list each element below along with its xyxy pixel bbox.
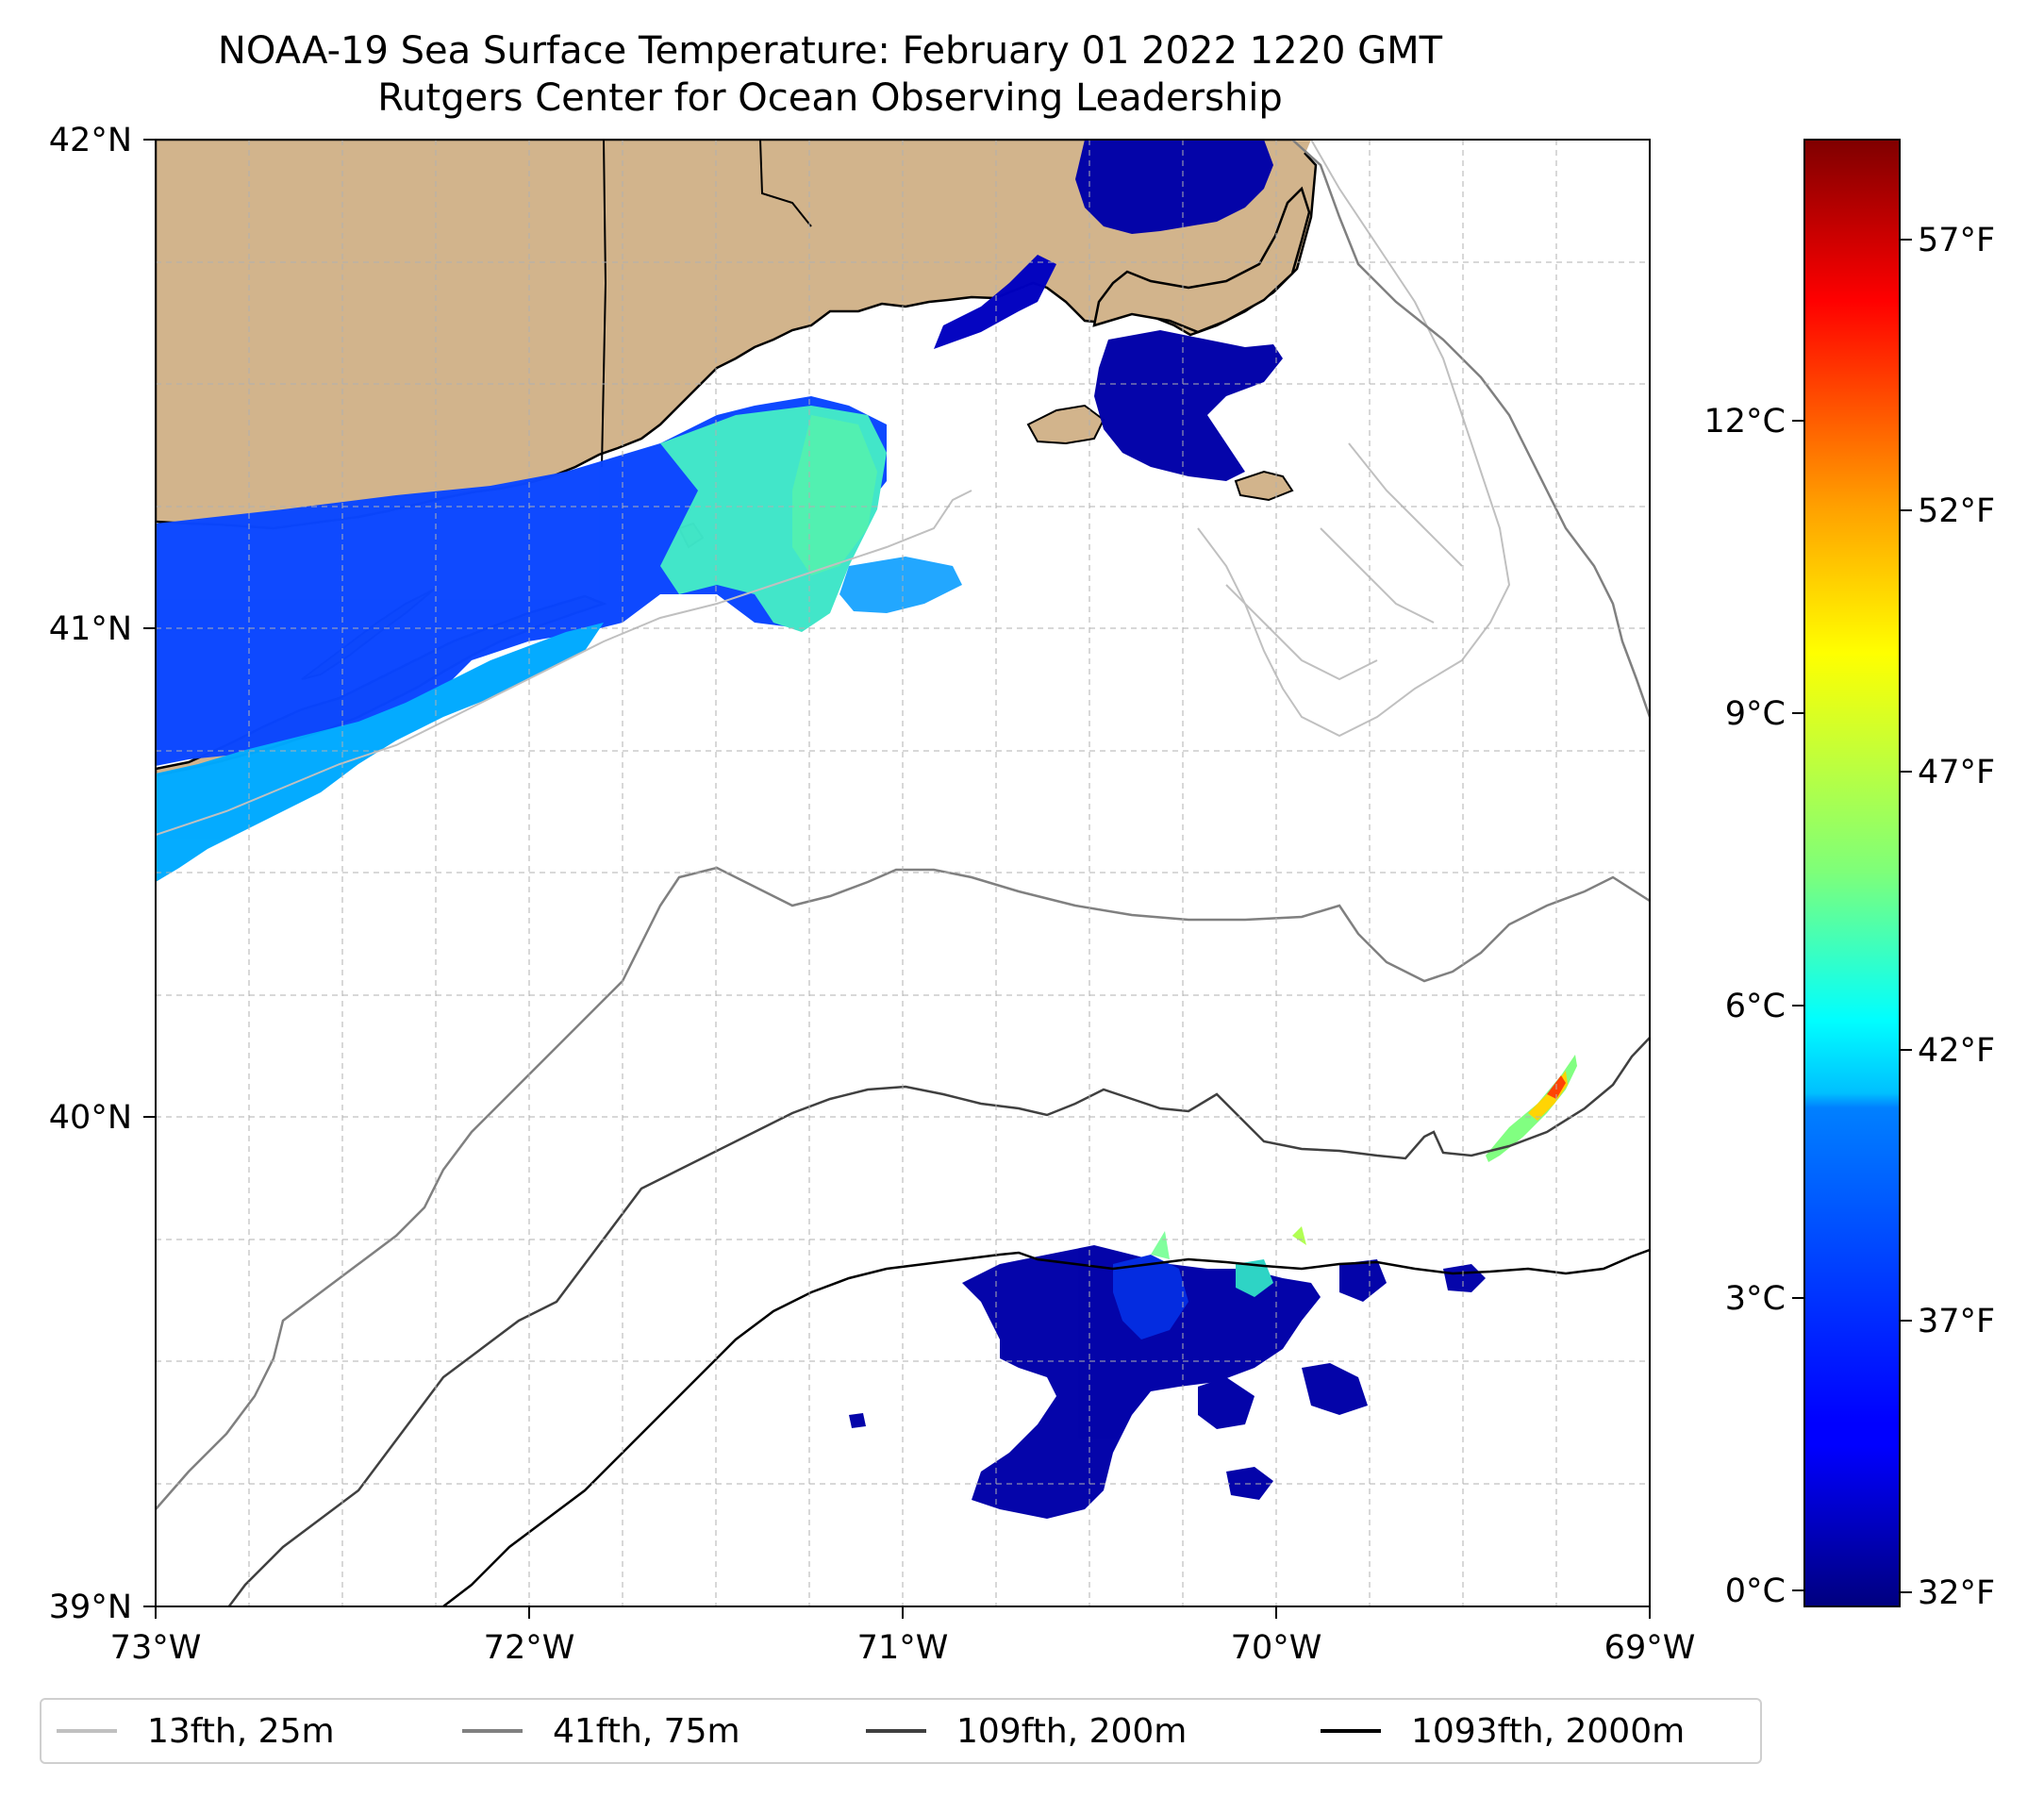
colorbar-fahrenheit-label: 47°F — [1918, 754, 1995, 791]
lat-tick-label: 39°N — [49, 1589, 132, 1626]
lon-tick-label: 72°W — [484, 1629, 575, 1667]
colorbar-fahrenheit-label: 57°F — [1918, 222, 1995, 259]
colorbar: 12°C 9°C 6°C 3°C 0°C 57°F 52°F 47°F 42°F… — [1704, 139, 1995, 1612]
state-border-ct-ri — [601, 140, 607, 468]
colorbar-fahrenheit-label: 52°F — [1918, 492, 1995, 530]
gridlines — [156, 140, 1650, 1606]
colorbar-celsius-label: 12°C — [1704, 403, 1786, 441]
colorbar-fahrenheit-label: 37°F — [1918, 1303, 1995, 1340]
legend-line-icon — [866, 1729, 926, 1733]
colorbar-celsius-label: 6°C — [1725, 988, 1786, 1025]
lat-tick-label: 42°N — [49, 122, 132, 159]
map-content — [156, 140, 1650, 1606]
contour-75m-coast — [1291, 140, 1650, 718]
land-cape-cod — [1104, 140, 1509, 311]
axis-ticks — [143, 139, 1651, 1619]
bathymetry-contours — [156, 140, 1650, 1606]
lon-tick-label: 69°W — [1604, 1629, 1696, 1667]
lat-tick-label: 40°N — [49, 1099, 132, 1137]
colorbar-fahrenheit-label: 42°F — [1918, 1032, 1995, 1070]
contour-200m — [227, 1037, 1650, 1606]
legend-label: 13fth, 25m — [147, 1711, 335, 1751]
legend-line-icon — [1321, 1729, 1381, 1733]
contour-2000m — [442, 1248, 1650, 1606]
lon-tick-label: 71°W — [857, 1629, 949, 1667]
contour-25m-shoals — [1197, 140, 1511, 738]
colorbar-gradient — [1803, 139, 1901, 1607]
legend-label: 41fth, 75m — [553, 1711, 740, 1751]
chart-subtitle: Rutgers Center for Ocean Observing Leade… — [377, 76, 1283, 120]
land-cape-cod-arm — [1092, 186, 1311, 334]
lon-tick-label: 70°W — [1231, 1629, 1322, 1667]
legend-item-2000m: 1093fth, 2000m — [1321, 1700, 1685, 1762]
colorbar-celsius-label: 0°C — [1725, 1572, 1786, 1610]
land-nantucket — [1234, 470, 1294, 502]
legend-label: 109fth, 200m — [956, 1711, 1188, 1751]
land-marthas-vineyard — [1026, 404, 1105, 445]
lat-tick-label: 41°N — [49, 610, 132, 648]
legend-line-icon — [462, 1729, 523, 1733]
legend-label: 1093fth, 2000m — [1411, 1711, 1686, 1751]
colorbar-celsius-label: 9°C — [1725, 695, 1786, 733]
sst-pixels — [156, 140, 1577, 1519]
contour-legend: 13fth, 25m 41fth, 75m 109fth, 200m 1093f… — [40, 1698, 1762, 1764]
state-border-ri-ma — [759, 140, 812, 227]
chart-title: NOAA-19 Sea Surface Temperature: Februar… — [217, 29, 1443, 73]
lon-tick-label: 73°W — [110, 1629, 202, 1667]
legend-line-icon — [57, 1729, 117, 1733]
legend-item-200m: 109fth, 200m — [866, 1700, 1187, 1762]
legend-item-75m: 41fth, 75m — [462, 1700, 740, 1762]
colorbar-fahrenheit-label: 32°F — [1918, 1574, 1995, 1612]
colorbar-celsius-label: 3°C — [1725, 1280, 1786, 1318]
contour-75m — [156, 866, 1650, 1510]
contour-25m-coast — [156, 490, 972, 836]
legend-item-25m: 13fth, 25m — [57, 1700, 335, 1762]
